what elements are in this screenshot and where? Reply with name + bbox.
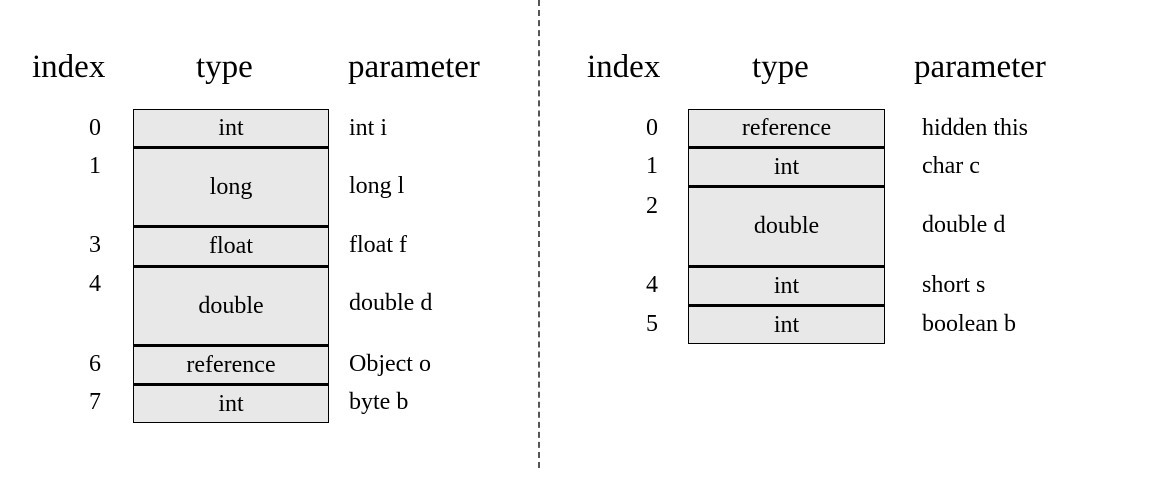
left-param-3: double d xyxy=(349,290,433,316)
left-param-2: float f xyxy=(349,232,407,258)
right-param-1: char c xyxy=(922,153,980,179)
right-index-1: 1 xyxy=(646,153,658,179)
right-header-parameter: parameter xyxy=(914,49,1046,85)
left-param-0: int i xyxy=(349,115,388,141)
right-header-index: index xyxy=(587,49,661,85)
left-slot-4: reference xyxy=(133,344,329,384)
left-index-3: 4 xyxy=(89,271,101,297)
right-param-4: boolean b xyxy=(922,311,1016,337)
left-slot-2: float xyxy=(133,225,329,266)
left-header-parameter: parameter xyxy=(348,49,480,85)
right-slot-1: int xyxy=(688,146,885,186)
left-param-5: byte b xyxy=(349,389,409,415)
right-param-3: short s xyxy=(922,272,986,298)
right-index-4: 5 xyxy=(646,311,658,337)
right-slot-4: int xyxy=(688,304,885,344)
right-header-type: type xyxy=(752,49,809,85)
right-param-0: hidden this xyxy=(922,115,1028,141)
left-slot-1: long xyxy=(133,146,329,226)
left-slot-5: int xyxy=(133,383,329,423)
left-index-5: 7 xyxy=(89,389,101,415)
left-index-1: 1 xyxy=(89,153,101,179)
left-param-4: Object o xyxy=(349,351,431,377)
left-header-index: index xyxy=(32,49,106,85)
right-slot-2: double xyxy=(688,185,885,266)
left-header-type: type xyxy=(196,49,253,85)
right-slot-3: int xyxy=(688,265,885,305)
left-index-2: 3 xyxy=(89,232,101,258)
left-param-1: long l xyxy=(349,173,405,199)
right-slot-0: reference xyxy=(688,109,885,147)
left-slot-0: int xyxy=(133,109,329,147)
right-index-2: 2 xyxy=(646,193,658,219)
left-index-0: 0 xyxy=(89,115,101,141)
left-slot-3: double xyxy=(133,265,329,345)
right-index-3: 4 xyxy=(646,272,658,298)
right-param-2: double d xyxy=(922,212,1006,238)
left-index-4: 6 xyxy=(89,351,101,377)
dashed-divider xyxy=(538,0,540,468)
right-index-0: 0 xyxy=(646,115,658,141)
